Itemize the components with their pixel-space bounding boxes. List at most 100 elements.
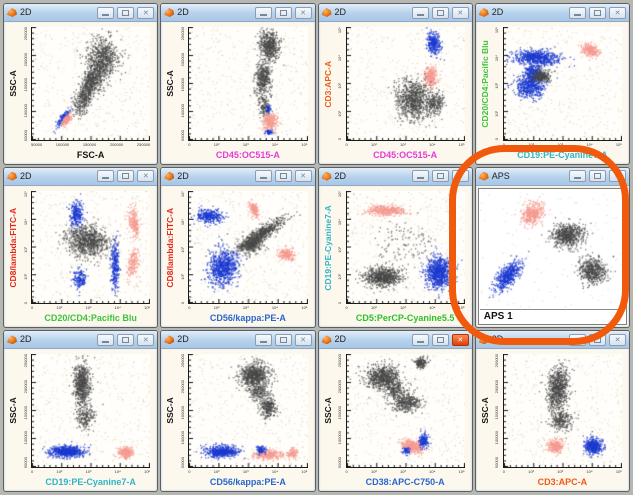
maximize-icon[interactable] — [274, 6, 292, 19]
x-axis-label[interactable]: CD38:APC-C750-A — [365, 477, 445, 487]
minimize-icon[interactable] — [569, 6, 586, 19]
x-axis-label[interactable]: CD19:PE-Cyanine7-A — [45, 477, 136, 487]
scatter-canvas[interactable] — [346, 354, 465, 467]
window-titlebar[interactable]: 2D ✕ — [475, 331, 629, 350]
scatter-plot[interactable] — [31, 27, 151, 141]
close-icon[interactable]: ✕ — [294, 170, 312, 183]
maximize-icon[interactable] — [589, 6, 606, 19]
window-titlebar[interactable]: 2D ✕ — [318, 331, 472, 350]
y-axis-label[interactable]: SSC-A — [165, 397, 176, 425]
scatter-plot[interactable] — [345, 354, 465, 468]
window-titlebar[interactable]: 2D ✕ — [4, 4, 158, 22]
close-icon[interactable]: ✕ — [609, 6, 626, 19]
x-axis-label[interactable]: CD56/kappa:PE-A — [209, 477, 286, 487]
y-axis-label[interactable]: SSC-A — [165, 70, 176, 98]
scatter-canvas[interactable] — [189, 354, 308, 467]
close-icon[interactable]: ✕ — [137, 333, 155, 346]
x-axis-label[interactable]: CD5:PerCP-Cyanine5.5 — [355, 313, 455, 324]
scatter-plot[interactable] — [188, 354, 308, 468]
window-title: 2D — [20, 7, 32, 17]
x-axis-ticks: 0 10² 10³ 10⁴ 10⁵ — [345, 469, 465, 474]
scatter-plot[interactable] — [188, 190, 308, 305]
minimize-icon[interactable] — [254, 6, 272, 19]
scatter-canvas[interactable] — [503, 27, 622, 140]
close-icon[interactable]: ✕ — [451, 333, 469, 346]
maximize-icon[interactable] — [431, 170, 449, 183]
window-titlebar[interactable]: 2D ✕ — [318, 4, 472, 22]
minimize-icon[interactable] — [254, 333, 272, 346]
scatter-canvas[interactable] — [32, 354, 151, 467]
window-title: 2D — [20, 334, 32, 345]
close-icon[interactable]: ✕ — [609, 333, 626, 346]
maximize-icon[interactable] — [117, 333, 135, 346]
window-titlebar[interactable]: 2D ✕ — [161, 331, 315, 350]
maximize-icon[interactable] — [589, 170, 606, 183]
scatter-plot[interactable] — [345, 27, 465, 141]
scatter-canvas[interactable] — [189, 190, 308, 304]
maximize-icon[interactable] — [117, 170, 135, 183]
x-axis-label[interactable]: CD19:PE-Cyanine7-A — [517, 149, 608, 160]
y-axis-label[interactable]: CD8/lambda:FITC-A — [165, 207, 176, 288]
minimize-icon[interactable] — [254, 170, 272, 183]
scatter-canvas[interactable] — [346, 190, 465, 304]
y-axis-label[interactable]: CD8/lambda:FITC-A — [8, 207, 18, 288]
scatter-plot[interactable] — [502, 354, 622, 468]
maximize-icon[interactable] — [274, 170, 292, 183]
close-icon[interactable]: ✕ — [294, 6, 312, 19]
window-titlebar[interactable]: 2D ✕ — [475, 4, 629, 22]
maximize-icon[interactable] — [431, 333, 449, 346]
scatter-canvas[interactable] — [189, 27, 308, 140]
minimize-icon[interactable] — [569, 333, 586, 346]
y-axis-label[interactable]: SSC-A — [479, 397, 490, 425]
y-axis-label[interactable]: CD19:PE-Cyanine7-A — [322, 204, 333, 291]
y-axis-label[interactable]: SSC-A — [8, 70, 18, 98]
minimize-icon[interactable] — [411, 333, 429, 346]
x-axis-label[interactable]: FSC-A — [76, 149, 105, 160]
window-titlebar[interactable]: 2D ✕ — [161, 4, 315, 22]
x-axis-label[interactable]: CD3:APC-A — [537, 477, 588, 487]
y-axis-label[interactable]: SSC-A — [322, 397, 333, 425]
scatter-plot[interactable] — [31, 354, 151, 468]
minimize-icon[interactable] — [569, 170, 586, 183]
maximize-icon[interactable] — [274, 333, 292, 346]
minimize-icon[interactable] — [97, 170, 115, 183]
scatter-canvas[interactable] — [346, 27, 465, 140]
window-titlebar[interactable]: 2D ✕ — [161, 167, 315, 186]
minimize-icon[interactable] — [411, 6, 429, 19]
scatter-canvas[interactable] — [479, 189, 625, 309]
close-icon[interactable]: ✕ — [294, 333, 312, 346]
scatter-plot[interactable] — [345, 190, 465, 305]
window-titlebar[interactable]: 2D ✕ — [318, 167, 472, 186]
window-title: 2D — [177, 334, 189, 345]
minimize-icon[interactable] — [97, 333, 115, 346]
maximize-icon[interactable] — [589, 333, 606, 346]
scatter-canvas[interactable] — [32, 27, 151, 140]
scatter-plot[interactable] — [31, 190, 151, 305]
window-titlebar[interactable]: 2D ✕ — [4, 167, 158, 186]
maximize-icon[interactable] — [117, 6, 135, 19]
window-titlebar[interactable]: 2D ✕ — [4, 331, 158, 350]
scatter-canvas[interactable] — [503, 354, 622, 467]
x-axis-label[interactable]: CD56/kappa:PE-A — [209, 313, 286, 324]
minimize-icon[interactable] — [411, 170, 429, 183]
y-axis-label[interactable]: CD20/CD4:Pacific Blu — [479, 40, 490, 128]
close-icon[interactable]: ✕ — [137, 6, 155, 19]
close-icon[interactable]: ✕ — [451, 6, 469, 19]
y-axis-label[interactable]: CD3:APC-A — [322, 60, 333, 108]
x-axis-label[interactable]: CD45:OC515-A — [373, 149, 438, 160]
scatter-plot[interactable] — [502, 27, 622, 141]
minimize-icon[interactable] — [97, 6, 115, 19]
close-icon[interactable]: ✕ — [137, 170, 155, 183]
maximize-icon[interactable] — [431, 6, 449, 19]
close-icon[interactable]: ✕ — [451, 170, 469, 183]
scatter-plot[interactable] — [188, 27, 308, 141]
plot-window: 2D ✕ SSC-A 250000 200000 150000 100000 50000… — [3, 3, 159, 165]
window-titlebar[interactable]: APS ✕ — [475, 167, 629, 186]
window-title: APS — [491, 170, 510, 181]
x-axis-label[interactable]: CD20/CD4:Pacific Blu — [44, 313, 137, 324]
scatter-canvas[interactable] — [32, 190, 151, 304]
close-icon[interactable]: ✕ — [609, 170, 626, 183]
y-axis-label[interactable]: SSC-A — [8, 397, 18, 425]
x-axis-label[interactable]: CD45:OC515-A — [215, 149, 280, 160]
scatter-plot[interactable] — [479, 189, 625, 309]
